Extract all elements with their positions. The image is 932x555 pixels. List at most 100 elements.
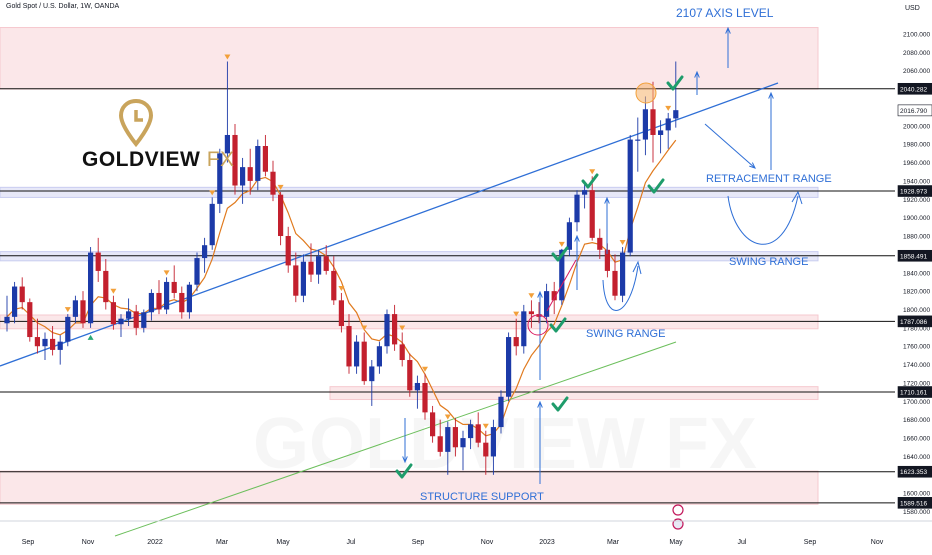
- candle-body: [559, 249, 565, 301]
- candle-body: [620, 252, 626, 296]
- y-tick-label: 1600.000: [903, 491, 930, 498]
- candle-body: [604, 249, 610, 271]
- candle-body: [582, 190, 588, 195]
- sell-signal-icon: [361, 325, 368, 331]
- candle-body: [148, 292, 154, 313]
- arrow-up-small-head: [694, 70, 700, 78]
- candle-body: [171, 281, 177, 293]
- arrow-up-swing-head: [574, 234, 580, 242]
- candle-body: [460, 438, 466, 448]
- candle-body: [323, 256, 329, 271]
- candle-body: [452, 427, 458, 448]
- event-icon: [672, 504, 684, 516]
- candle-body: [80, 300, 86, 324]
- logo-suffix: FX: [206, 148, 235, 171]
- candle-body: [42, 338, 48, 347]
- candle-body: [50, 338, 56, 350]
- y-tick-label: 1660.000: [903, 436, 930, 443]
- sell-signal-icon: [224, 54, 231, 60]
- y-tick-label: 2060.000: [903, 68, 930, 75]
- arrow-up-axis-head: [725, 26, 731, 34]
- candle-body: [483, 442, 489, 457]
- candle-body: [642, 109, 648, 140]
- y-tick-label: 2000.000: [903, 123, 930, 130]
- x-tick-label: May: [669, 539, 683, 546]
- sell-signal-icon: [110, 288, 117, 294]
- candle-body: [414, 382, 420, 391]
- annotation-retracement-range: RETRACEMENT RANGE: [706, 173, 832, 185]
- arrow-down-support-head: [402, 456, 408, 464]
- candle-body: [95, 252, 101, 271]
- x-tick-label: 2023: [539, 539, 555, 546]
- x-tick-label: Sep: [22, 539, 35, 546]
- x-tick-label: Sep: [804, 539, 817, 546]
- candle-body: [270, 171, 276, 195]
- candle-body: [164, 281, 170, 310]
- candle-body: [354, 341, 360, 367]
- sell-signal-icon: [64, 307, 71, 313]
- y-tick-label: 2100.000: [903, 31, 930, 38]
- candle-body: [673, 110, 679, 119]
- pink-arrow: [546, 259, 577, 312]
- swing-curve-upper-head: [791, 190, 803, 205]
- candle-body: [217, 153, 223, 204]
- candle-body: [551, 291, 557, 301]
- candle-body: [437, 436, 443, 452]
- candle-body: [255, 146, 261, 181]
- level-label: 1787.086: [900, 319, 927, 326]
- highlight-circle-top: [635, 82, 657, 104]
- price-zone: [329, 386, 819, 401]
- y-tick-label: 1800.000: [903, 307, 930, 314]
- x-tick-label: Sep: [412, 539, 425, 546]
- candle-body: [392, 314, 398, 345]
- y-tick-label: 1940.000: [903, 178, 930, 185]
- candle-body: [475, 424, 481, 443]
- level-label: 1858.491: [900, 253, 927, 260]
- x-tick-label: Nov: [82, 539, 95, 546]
- y-tick-label: 1680.000: [903, 417, 930, 424]
- x-tick-label: Jul: [347, 539, 356, 546]
- candle-body: [300, 261, 306, 296]
- symbol-title: Gold Spot / U.S. Dollar, 1W, OANDA: [6, 3, 120, 10]
- x-tick-label: Mar: [607, 539, 620, 546]
- candle-body: [597, 237, 603, 250]
- check-mark-icon: [395, 463, 413, 479]
- sell-signal-icon: [209, 190, 216, 196]
- check-mark-icon: [581, 173, 599, 189]
- candle-body: [240, 167, 246, 186]
- y-tick-label: 1960.000: [903, 160, 930, 167]
- candle-body: [209, 203, 215, 246]
- y-tick-label: 1880.000: [903, 234, 930, 241]
- candle-body: [376, 346, 382, 367]
- candle-body: [232, 134, 238, 186]
- candle-body: [430, 412, 436, 437]
- currency-label: USD: [905, 5, 920, 12]
- candle-body: [506, 337, 512, 397]
- candle-body: [156, 292, 162, 310]
- candle-body: [118, 318, 124, 325]
- arrow-up-mid-head: [537, 290, 543, 298]
- candle-body: [88, 252, 94, 324]
- arrow-up-support-head: [537, 400, 543, 408]
- y-tick-label: 1780.000: [903, 325, 930, 332]
- logo-brand: GOLDVIEW: [82, 148, 201, 171]
- candle-body: [57, 341, 63, 350]
- level-label: 1928.973: [900, 189, 927, 196]
- y-tick-label: 1920.000: [903, 197, 930, 204]
- candle-body: [369, 366, 375, 382]
- candle-body: [422, 382, 428, 413]
- candle-body: [490, 427, 496, 457]
- y-tick-label: 1640.000: [903, 454, 930, 461]
- candle-body: [384, 314, 390, 347]
- ema-long-line: [114, 341, 677, 537]
- candlesticks: [4, 61, 679, 475]
- check-mark-icon: [551, 246, 569, 262]
- candle-body: [194, 258, 200, 285]
- price-zone: [0, 27, 819, 90]
- time-axis: Sep Nov 2022 Mar May Jul Sep Nov 2023 Mar May Jul Se…: [0, 520, 932, 546]
- candle-body: [468, 424, 474, 439]
- y-tick-label: 1760.000: [903, 344, 930, 351]
- level-tag: [897, 249, 932, 262]
